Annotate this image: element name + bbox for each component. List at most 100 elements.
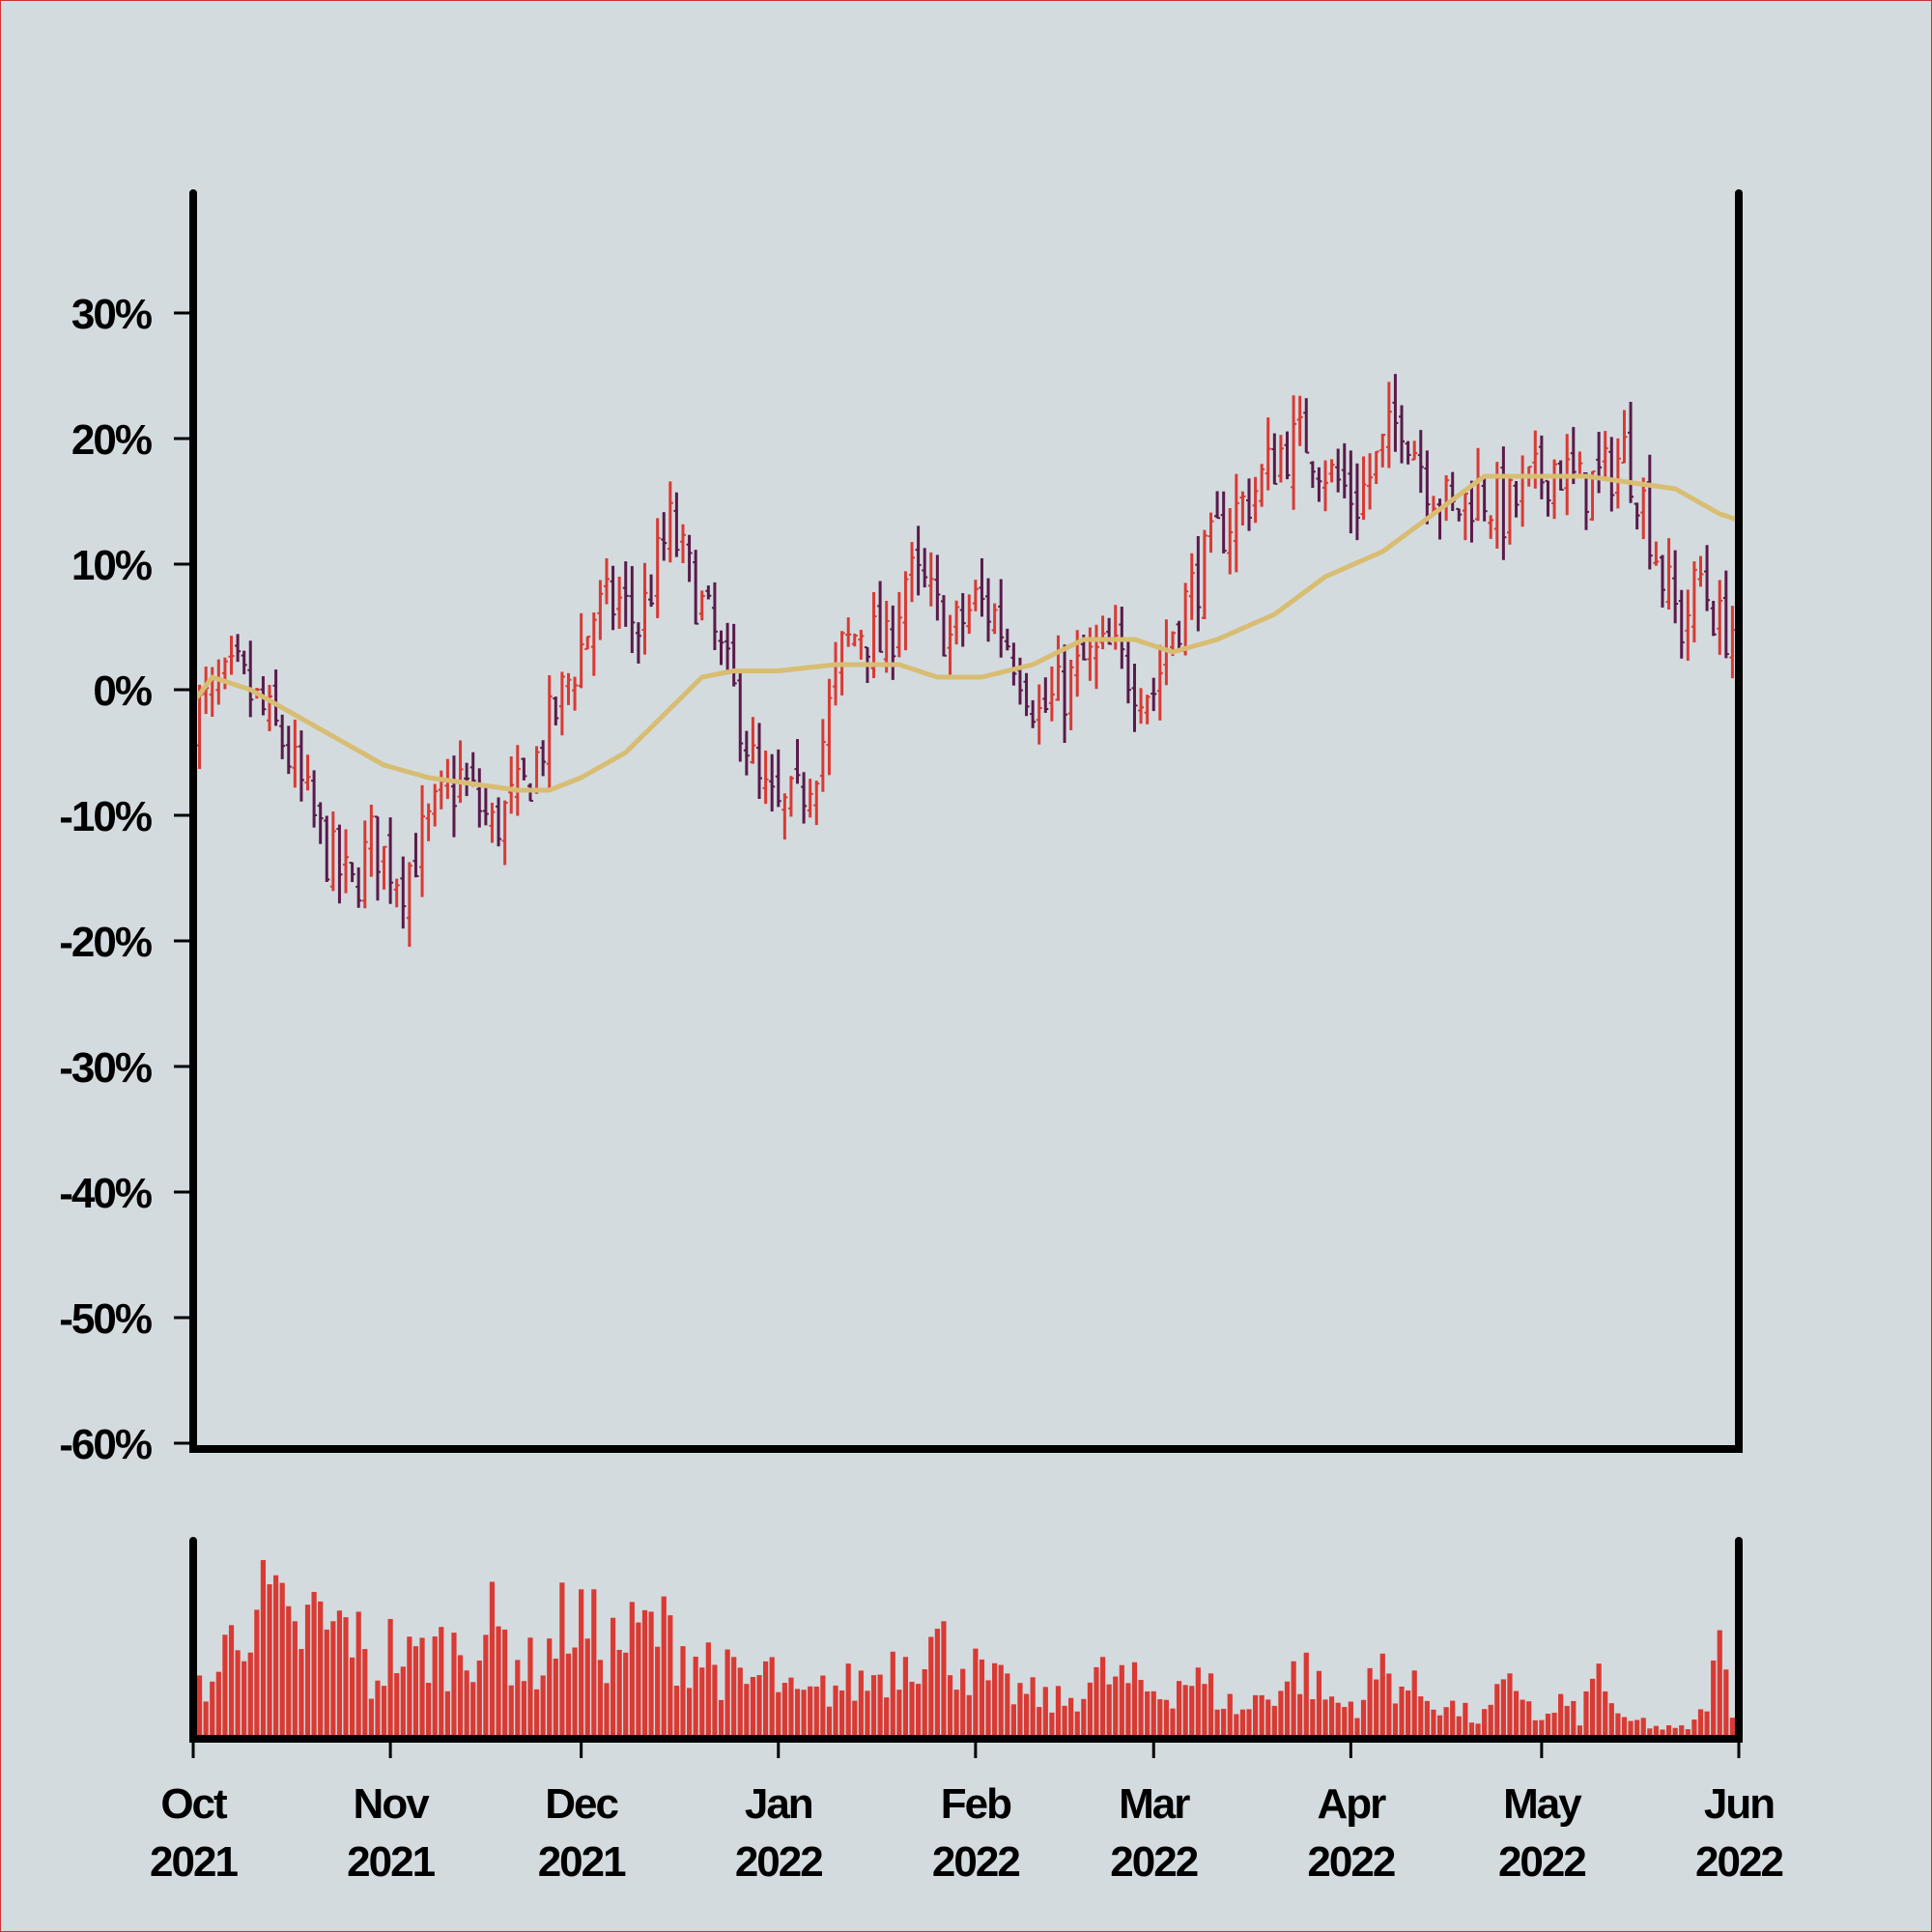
ohlc-bar <box>1729 606 1736 679</box>
x-tick-label-month: Oct <box>160 1780 228 1828</box>
volume-bar <box>884 1697 890 1739</box>
ohlc-bar <box>781 793 788 840</box>
volume-bar <box>451 1633 457 1739</box>
volume-bar <box>457 1655 464 1739</box>
ohlc-bar <box>1156 644 1163 721</box>
ohlc-bar <box>1506 475 1513 545</box>
ohlc-bar <box>807 779 813 818</box>
volume-bar <box>298 1649 304 1739</box>
ohlc-bar <box>1220 491 1227 554</box>
volume-bar <box>1131 1662 1138 1739</box>
volume-bar <box>318 1601 324 1739</box>
ohlc-bar <box>1112 605 1119 650</box>
volume-bar <box>1170 1708 1176 1739</box>
ohlc-bar <box>558 671 565 736</box>
ohlc-bar <box>1697 555 1704 587</box>
ohlc-bar <box>1373 450 1379 484</box>
ohlc-bar <box>743 730 750 776</box>
x-tick-label-year: 2022 <box>1695 1838 1782 1886</box>
volume-bar <box>1195 1667 1201 1739</box>
ohlc-bar <box>1048 666 1055 722</box>
volume-bar <box>1431 1709 1436 1739</box>
ohlc-bar <box>679 524 686 563</box>
x-tick-label-year: 2021 <box>538 1838 626 1886</box>
ohlc-bar <box>991 603 998 635</box>
ohlc-bar <box>298 730 304 802</box>
ohlc-bar <box>1685 589 1691 662</box>
volume-bar <box>1322 1699 1328 1739</box>
volume-bar <box>1711 1660 1717 1739</box>
volume-bar <box>502 1629 508 1739</box>
x-tick-label-year: 2022 <box>1110 1838 1197 1886</box>
volume-bar <box>750 1676 756 1739</box>
volume-bar <box>1119 1664 1124 1739</box>
ohlc-bar <box>304 754 311 791</box>
ohlc-bar <box>590 612 597 676</box>
volume-bar <box>572 1647 578 1739</box>
ohlc-bar <box>311 770 318 828</box>
volume-bar <box>1106 1684 1112 1739</box>
volume-bar <box>1271 1705 1277 1739</box>
volume-bar <box>304 1605 311 1739</box>
volume-bar <box>1443 1707 1449 1739</box>
ohlc-bar <box>1653 541 1660 566</box>
volume-bar <box>1500 1679 1506 1739</box>
volume-bar <box>737 1667 743 1739</box>
ohlc-bar <box>1067 660 1074 730</box>
volume-bar <box>1037 1707 1042 1739</box>
volume-bar <box>1634 1719 1640 1739</box>
ohlc-bar <box>457 740 464 804</box>
ohlc-bar <box>578 612 584 689</box>
ohlc-bar <box>915 526 922 596</box>
ohlc-bar <box>387 817 394 904</box>
x-tick-label-year: 2021 <box>347 1838 435 1886</box>
volume-bar <box>1665 1725 1672 1739</box>
volume-bar <box>953 1690 959 1739</box>
volume-bar <box>1679 1725 1685 1739</box>
volume-bar <box>909 1681 915 1739</box>
volume-bar <box>343 1617 349 1739</box>
volume-bar <box>1672 1727 1678 1739</box>
volume-bar <box>960 1668 966 1739</box>
volume-bar <box>1545 1714 1551 1739</box>
ohlc-bar <box>496 797 502 847</box>
x-tick-label-month: Dec <box>545 1780 618 1828</box>
volume-bar <box>1189 1686 1195 1739</box>
volume-bar <box>1399 1686 1405 1739</box>
volume-bar <box>1202 1684 1208 1739</box>
ohlc-bar <box>972 580 979 611</box>
volume-bar <box>1214 1709 1220 1739</box>
ohlc-bar <box>1296 395 1303 446</box>
volume-bar <box>1482 1709 1488 1739</box>
ohlc-bar <box>1532 430 1539 489</box>
volume-bar <box>794 1689 801 1739</box>
ohlc-bar <box>635 622 641 664</box>
volume-bar <box>966 1694 972 1739</box>
ohlc-bar <box>686 534 693 582</box>
ohlc-bar <box>1500 446 1507 560</box>
ohlc-bar <box>565 672 572 705</box>
ohlc-bar <box>603 557 610 605</box>
ohlc-bar <box>597 580 604 640</box>
volume-bar <box>235 1650 241 1739</box>
volume-bar <box>1329 1696 1335 1739</box>
volume-bar <box>693 1656 698 1739</box>
ohlc-bar <box>718 630 724 666</box>
ohlc-bar <box>1468 480 1475 543</box>
volume-bar <box>731 1657 737 1739</box>
ohlc-bar <box>1538 435 1545 499</box>
volume-bar <box>1418 1696 1424 1739</box>
volume-bar <box>1628 1720 1634 1739</box>
volume-bar <box>845 1663 851 1739</box>
ohlc-bar <box>1704 545 1711 611</box>
volume-bar <box>553 1658 558 1739</box>
volume-bar <box>1125 1683 1131 1739</box>
ohlc-bar <box>890 605 896 680</box>
ohlc-bar <box>1545 479 1551 517</box>
ohlc-bar <box>1462 492 1468 541</box>
volume-bar <box>279 1582 285 1739</box>
ohlc-bar <box>1131 663 1138 732</box>
ohlc-bar <box>705 585 712 600</box>
ohlc-bar <box>959 592 966 647</box>
